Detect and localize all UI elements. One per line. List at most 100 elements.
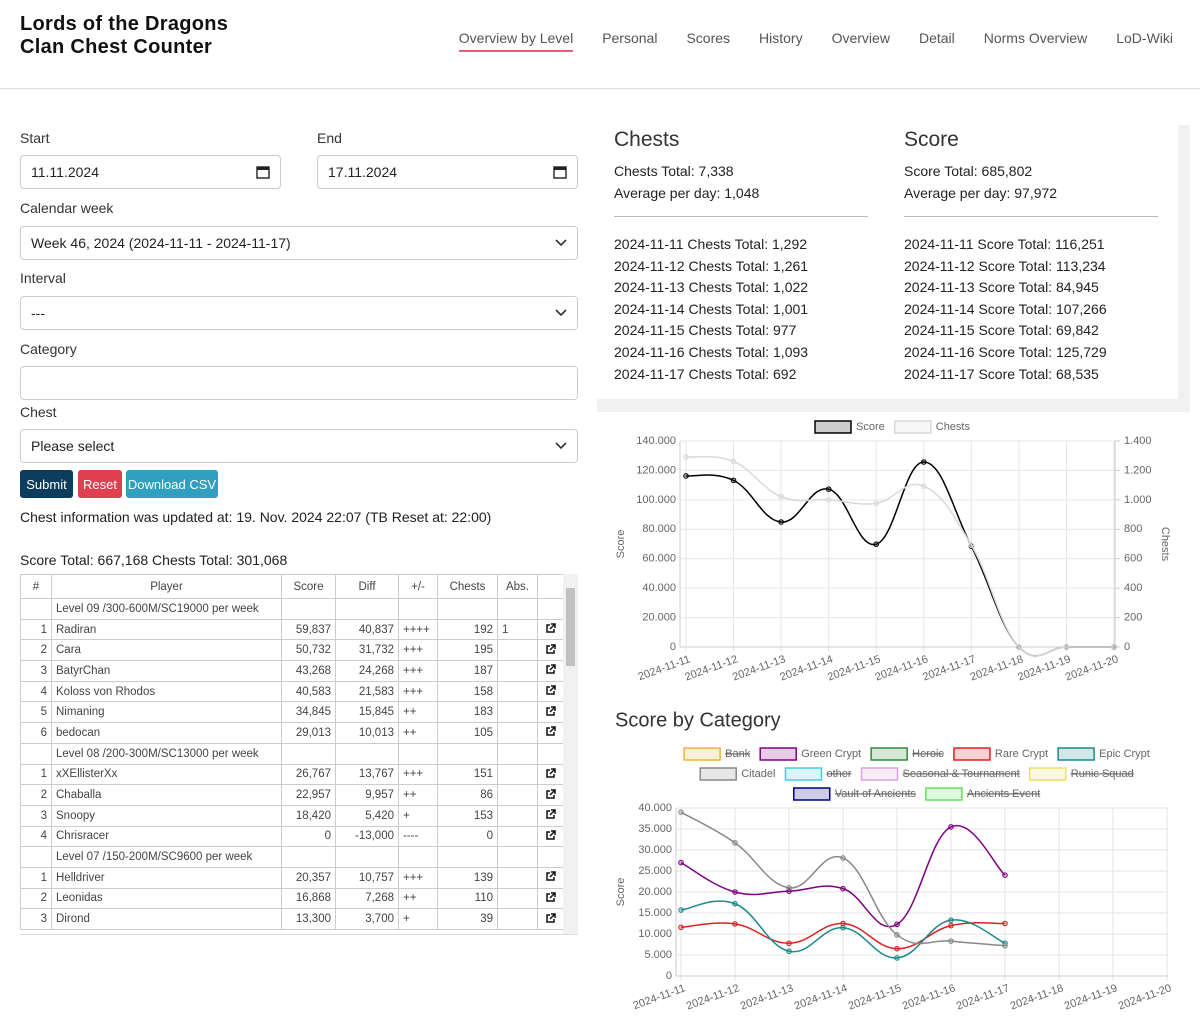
legend-swatch[interactable] [814, 420, 852, 434]
link-icon[interactable] [545, 706, 556, 716]
x-tick-label: 2024-11-15 [826, 653, 882, 683]
nav-link[interactable]: Personal [602, 30, 658, 46]
y-tick-label: 0 [666, 970, 672, 982]
legend-label[interactable]: Score [856, 421, 885, 433]
cell [398, 846, 438, 868]
week-select[interactable]: Week 46, 2024 (2024-11-11 - 2024-11-17) [20, 226, 578, 260]
legend-label[interactable]: Seasonal & Tournament [903, 768, 1020, 780]
legend-swatch[interactable] [870, 747, 908, 761]
legend-label[interactable]: Chests [936, 421, 971, 433]
legend-swatch[interactable] [925, 787, 963, 801]
scrollbar[interactable] [597, 399, 1178, 412]
legend-swatch[interactable] [1029, 767, 1067, 781]
legend-label[interactable]: other [826, 768, 851, 780]
link-icon[interactable] [545, 643, 556, 654]
legend-swatch[interactable] [894, 420, 932, 434]
stats-column: Chests Chests Total: 7,338 Average per day… [614, 125, 868, 399]
player-row: 2 Leonidas 16,868 7,268 ++ 110 [20, 887, 564, 910]
nav-link[interactable]: Norms Overview [983, 30, 1088, 46]
scrollbar[interactable] [1178, 125, 1190, 412]
link-icon[interactable] [545, 912, 556, 923]
link-icon[interactable] [545, 768, 556, 778]
legend-swatch[interactable] [860, 767, 899, 781]
title-line: Lords of the Dragons [20, 13, 229, 35]
chest-value: Please select [31, 438, 115, 454]
x-tick-label: 2024-11-15 [847, 982, 903, 1012]
link-icon[interactable] [545, 788, 556, 799]
reset-button[interactable]: Reset [78, 470, 122, 498]
legend-label[interactable]: Vault of Ancients [835, 788, 917, 800]
legend-swatch[interactable] [683, 747, 721, 761]
link-icon[interactable] [545, 871, 556, 882]
nav-link[interactable]: Detail [918, 30, 955, 46]
nav-link[interactable]: LoD-Wiki [1116, 30, 1173, 46]
stats-column: Score Score Total: 685,802 Average per day… [904, 125, 1158, 399]
category-input[interactable] [20, 366, 578, 400]
data-point [1111, 644, 1117, 650]
legend-label[interactable]: Epic Crypt [1099, 748, 1150, 760]
link-icon[interactable] [545, 623, 556, 633]
csv-button[interactable]: Download CSV [126, 470, 218, 498]
nav-link[interactable]: Overview [831, 30, 890, 46]
nav-link[interactable]: Overview by Level [458, 30, 574, 52]
header-row: # Player Score Diff +/- Chests Abs. [20, 574, 564, 599]
y-tick-label: 30.000 [638, 844, 672, 856]
link-icon[interactable] [545, 830, 556, 840]
link-icon[interactable] [545, 685, 556, 695]
column-header: Diff [335, 574, 399, 599]
y-axis-title: Score [615, 878, 627, 907]
y-tick-label: 0 [670, 641, 676, 653]
y-tick-label: 140.000 [636, 435, 676, 447]
start-value: 11.11.2024 [31, 164, 99, 180]
data-point [732, 900, 738, 907]
cell [335, 742, 399, 765]
cell: +++ [398, 639, 438, 662]
data-point [873, 541, 880, 548]
stats-day: 2024-11-16 Chests Total: 1,093 [614, 344, 809, 360]
chest-select[interactable]: Please select [20, 429, 578, 463]
y-tick-label: 20.000 [638, 886, 672, 898]
link-icon[interactable] [545, 809, 556, 819]
submit-button[interactable]: Submit [20, 470, 73, 498]
stats-day: 2024-11-13 Chests Total: 1,022 [614, 279, 809, 296]
x-tick-label: 2024-11-19 [1016, 653, 1072, 683]
legend-swatch[interactable] [759, 747, 797, 761]
cell: Koloss von Rhodos [51, 680, 282, 703]
start-input[interactable]: 11.11.2024 [20, 155, 281, 189]
legend-label[interactable]: Bank [725, 748, 751, 760]
legend-swatch[interactable] [1057, 747, 1095, 761]
link-icon[interactable] [545, 664, 556, 675]
legend-swatch[interactable] [793, 787, 831, 801]
legend-swatch[interactable] [953, 747, 991, 761]
cell: 192 [437, 618, 498, 641]
link-icon[interactable] [545, 726, 556, 737]
scrollbar[interactable] [563, 574, 578, 934]
legend-label[interactable]: Citadel [741, 768, 775, 780]
player-row: 1 xXEllisterXx 26,767 13,767 +++ 151 [20, 763, 564, 786]
cell [537, 618, 564, 641]
nav-link[interactable]: Scores [686, 30, 731, 46]
legend-label[interactable]: Green Crypt [801, 748, 861, 760]
nav-link[interactable]: History [759, 30, 803, 46]
stats-title: Score [904, 128, 959, 151]
scroll-thumb[interactable] [566, 588, 575, 666]
column-header: Player [51, 574, 282, 599]
cell: Nimaning [51, 701, 282, 724]
legend-swatch[interactable] [699, 767, 737, 781]
legend-label[interactable]: Heroic [912, 748, 944, 760]
cell: 39 [437, 908, 498, 930]
legend-label[interactable]: Rare Crypt [995, 748, 1048, 760]
player-row: 2 Cara 50,732 31,732 +++ 195 [20, 639, 564, 662]
legend-label[interactable]: Runic Squad [1071, 768, 1134, 780]
legend-swatch[interactable] [784, 767, 823, 781]
legend-label[interactable]: Ancients Event [967, 788, 1040, 800]
end-input[interactable]: 17.11.2024 [317, 155, 578, 189]
cell [335, 846, 399, 868]
cell [537, 742, 564, 765]
stats-day: 2024-11-14 Chests Total: 1,001 [614, 300, 809, 317]
link-icon[interactable] [545, 892, 556, 902]
cell: 110 [437, 887, 498, 910]
cell: +++ [398, 763, 438, 786]
interval-select[interactable]: --- [20, 296, 578, 330]
player-row: 5 Nimaning 34,845 15,845 ++ 183 [20, 701, 564, 724]
